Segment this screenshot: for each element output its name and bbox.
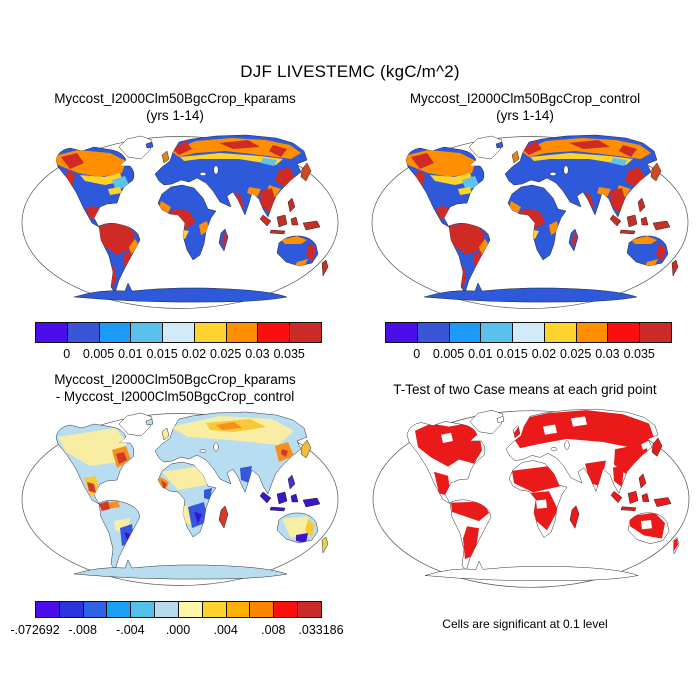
- colorbar-tick-label: .004: [213, 623, 238, 637]
- panel-title-line2: - Myccost_I2000Clm50BgcCrop_control: [55, 389, 295, 404]
- colorbar-tick-label: 0: [63, 347, 71, 361]
- colorbar-tick-label: -.004: [116, 623, 145, 637]
- colorbar-tick-label: 0.025: [210, 347, 242, 361]
- colorbar-tick-label: 0.025: [560, 347, 592, 361]
- colorbar-tick-label: 0.03: [595, 347, 620, 361]
- colorbar-tick-label: 0.015: [146, 347, 178, 361]
- colorbar-segment: [575, 322, 609, 343]
- colorbar-tick-label: 0.005: [432, 347, 465, 361]
- colorbar-difference: [35, 601, 322, 618]
- panel-title-line2: (yrs 1-14): [496, 108, 554, 123]
- colorbar-tick-label: 0.035: [623, 347, 655, 361]
- colorbar-segment: [448, 322, 482, 343]
- figure-title: DJF LIVESTEMC (kgC/m^2): [240, 62, 460, 81]
- panel-title-line1: Myccost_I2000Clm50BgcCrop_kparams: [54, 91, 296, 106]
- colorbar-segment: [289, 322, 323, 343]
- colorbar-segment: [35, 322, 68, 343]
- colorbar-labels-kparams: 0 0.005 0.01 0.015 0.02 0.025 0.03 0.035: [35, 347, 321, 363]
- colorbar-segment: [154, 601, 179, 618]
- colorbar-segment: [543, 322, 577, 343]
- colorbar-segment: [106, 601, 132, 618]
- colorbar-segment: [273, 601, 299, 618]
- colorbar-tick-label: .008: [261, 623, 286, 637]
- colorbar-segment: [297, 601, 322, 618]
- colorbar-tick-label: 0.01: [118, 347, 143, 361]
- colorbar-segment: [35, 601, 60, 618]
- colorbar-segment: [480, 322, 514, 343]
- panel-title-line2: (yrs 1-14): [146, 108, 204, 123]
- colorbar-segment: [225, 601, 251, 618]
- colorbar-segment: [639, 322, 673, 343]
- colorbar-tick-label: 0.015: [496, 347, 528, 361]
- colorbar-segment: [225, 322, 259, 343]
- colorbar-tick-label: .000: [165, 623, 191, 637]
- colorbar-segment: [162, 322, 195, 343]
- colorbar-segment: [82, 601, 108, 618]
- world-map-control: [371, 134, 689, 309]
- world-map-kparams: [21, 134, 339, 309]
- colorbar-segment: [177, 601, 203, 618]
- colorbar-segment: [249, 601, 275, 618]
- colorbar-labels-difference: -.072692 -.008 -.004 .000 .004 .008 .033186: [10, 623, 343, 639]
- colorbar-segment: [416, 322, 450, 343]
- panel-title-control: Myccost_I2000Clm50BgcCrop_control (yrs 1…: [360, 90, 690, 124]
- world-map-ttest: [372, 408, 690, 588]
- colorbar-tick-label: -.072692: [10, 623, 60, 637]
- colorbar-tick-label: 0: [413, 347, 421, 361]
- colorbar-control: [385, 322, 673, 343]
- panel-title-difference: Myccost_I2000Clm50BgcCrop_kparams - Mycc…: [10, 371, 340, 405]
- colorbar-tick-label: 0.01: [468, 347, 493, 361]
- colorbar-segment: [58, 601, 84, 618]
- colorbar-tick-label: -.008: [68, 623, 97, 637]
- colorbar-segment: [385, 322, 418, 343]
- panel-title-line1: Myccost_I2000Clm50BgcCrop_control: [409, 91, 641, 106]
- colorbar-segment: [66, 322, 100, 343]
- colorbar-segment: [98, 322, 132, 343]
- significance-caption: Cells are significant at 0.1 level: [442, 617, 608, 631]
- colorbar-tick-label: .033186: [298, 623, 344, 637]
- panel-title-kparams: Myccost_I2000Clm50BgcCrop_kparams (yrs 1…: [10, 90, 340, 124]
- colorbar-segment: [130, 601, 156, 618]
- colorbar-segment: [130, 322, 164, 343]
- colorbar-segment: [201, 601, 227, 618]
- colorbar-kparams: [35, 322, 323, 343]
- colorbar-segment: [512, 322, 545, 343]
- colorbar-tick-label: 0.02: [531, 347, 557, 361]
- colorbar-segment: [257, 322, 291, 343]
- panel-title-ttest: T-Test of two Case means at each grid po…: [393, 382, 657, 397]
- panel-title-line1: Myccost_I2000Clm50BgcCrop_kparams: [54, 372, 296, 387]
- colorbar-segment: [193, 322, 227, 343]
- colorbar-segment: [607, 322, 641, 343]
- colorbar-tick-label: 0.03: [245, 347, 270, 361]
- colorbar-labels-control: 0 0.005 0.01 0.015 0.02 0.025 0.03 0.035: [385, 347, 671, 363]
- colorbar-tick-label: 0.035: [273, 347, 305, 361]
- colorbar-tick-label: 0.005: [82, 347, 115, 361]
- world-map-difference: [21, 411, 339, 586]
- colorbar-tick-label: 0.02: [181, 347, 207, 361]
